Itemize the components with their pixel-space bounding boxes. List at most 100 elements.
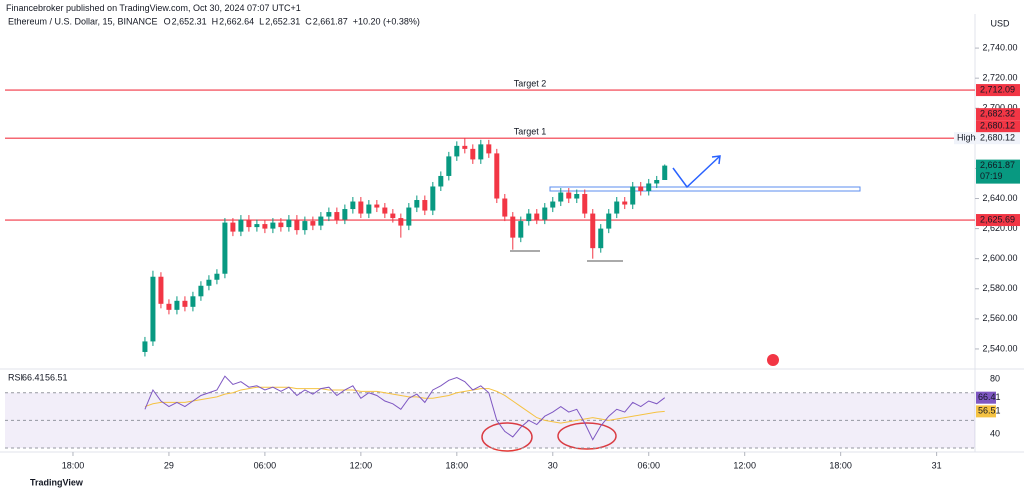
candle-body	[486, 144, 492, 154]
ohlc-value: 2,652.31	[172, 16, 207, 26]
arrow-head	[711, 155, 721, 165]
candle-body	[422, 200, 428, 211]
y-tick-label: 2,740.00	[982, 42, 1017, 52]
level-name: Target 2	[514, 78, 547, 88]
rsi-ma-tag-label: 56.51	[978, 406, 1001, 416]
y-tick-label: 2,620.00	[982, 223, 1017, 233]
x-tick-label: 18:00	[62, 460, 85, 470]
price-tag	[976, 214, 1020, 227]
candle-body	[534, 213, 540, 220]
candle-body	[494, 153, 500, 199]
rsi-line	[144, 375, 666, 441]
highlight-circle	[481, 422, 533, 452]
candle-body	[222, 222, 228, 274]
y-tick-label: 2,540.00	[982, 343, 1017, 353]
y-tick-label: 2,640.00	[982, 193, 1017, 203]
candle-body	[310, 221, 316, 226]
rsi-ma-tag	[976, 405, 996, 418]
candle-body	[430, 186, 436, 211]
price-tag-label: 2,682.32	[980, 109, 1015, 119]
candle-body	[166, 303, 172, 310]
symbol-label: Ethereum / U.S. Dollar, 15, BINANCE	[8, 16, 158, 26]
candle-body	[262, 224, 268, 229]
candle-body	[158, 276, 164, 304]
level-name: Target 1	[514, 127, 547, 137]
projection-arrow	[672, 155, 721, 189]
candle-body	[326, 212, 332, 217]
candle-body	[606, 213, 612, 229]
rsi-legend-ma: 56.51	[45, 372, 68, 382]
x-tick-label: 06:00	[254, 460, 277, 470]
ohlc-key: H	[212, 16, 219, 26]
candle-body	[238, 219, 244, 232]
candle-body	[630, 186, 636, 205]
candle-body	[254, 224, 260, 228]
candle-body	[646, 183, 652, 191]
candle-body	[662, 165, 668, 180]
event-icon[interactable]	[767, 354, 779, 366]
candle-body	[214, 273, 220, 280]
x-tick-label: 18:00	[829, 460, 852, 470]
candle-body	[398, 218, 404, 226]
rsi-tick-label: 40	[990, 429, 1000, 439]
high-name: High	[957, 133, 976, 143]
candle-body	[502, 198, 508, 217]
candle-body	[406, 207, 412, 226]
candle-body	[342, 209, 348, 220]
entry-zone	[549, 186, 861, 192]
candle-body	[182, 300, 188, 307]
candle-body	[598, 228, 604, 249]
candle-body	[446, 156, 452, 176]
candle-body	[550, 201, 556, 208]
price-tag	[976, 84, 1020, 97]
price-tag	[976, 132, 1020, 145]
candle-body	[654, 179, 660, 184]
candle-body	[286, 219, 292, 228]
candle-body	[318, 216, 324, 226]
candle-body	[350, 201, 356, 210]
candle-body	[382, 207, 388, 214]
ohlc-value: 2,652.31	[265, 16, 300, 26]
candle-body	[478, 144, 484, 160]
candle-body	[142, 341, 148, 352]
price-change: +10.20 (+0.38%)	[353, 16, 420, 26]
candle-body	[622, 201, 628, 205]
candle-body	[566, 192, 572, 199]
last-price-label: 2,661.87	[980, 160, 1015, 170]
candle-body	[462, 145, 468, 149]
ohlc-value: 2,661.87	[313, 16, 348, 26]
candle-body	[206, 279, 212, 286]
price-tag	[976, 120, 1020, 133]
candle-body	[278, 222, 284, 228]
candle-body	[366, 204, 372, 214]
ohlc-key: C	[305, 16, 312, 26]
y-tick-label: 2,720.00	[982, 73, 1017, 83]
price-tag-label: 2,680.12	[980, 121, 1015, 131]
price-tag	[976, 108, 1020, 121]
x-tick-label: 18:00	[446, 460, 469, 470]
candle-body	[558, 192, 564, 202]
rsi-name: RSI	[8, 372, 23, 382]
x-tick-label: 30	[548, 460, 558, 470]
candle-body	[582, 194, 588, 214]
candle-body	[526, 213, 532, 222]
candle-body	[334, 212, 340, 220]
candle-body	[614, 201, 620, 214]
currency-label: USD	[990, 18, 1010, 28]
high-name-box	[954, 132, 975, 145]
last-price-tag	[976, 159, 1020, 184]
candle-body	[590, 213, 596, 249]
x-tick-label: 06:00	[637, 460, 660, 470]
candle-body	[150, 276, 156, 342]
candle-body	[390, 213, 396, 219]
rsi-tag	[976, 391, 996, 404]
price-tag-label: 2,712.09	[980, 84, 1015, 94]
rsi-legend-value: 66.41	[22, 372, 45, 382]
candle-body	[470, 148, 476, 160]
candle-body	[542, 207, 548, 220]
price-tag-label: 2,680.12	[980, 133, 1015, 143]
candle-body	[198, 285, 204, 297]
candle-body	[302, 221, 308, 231]
